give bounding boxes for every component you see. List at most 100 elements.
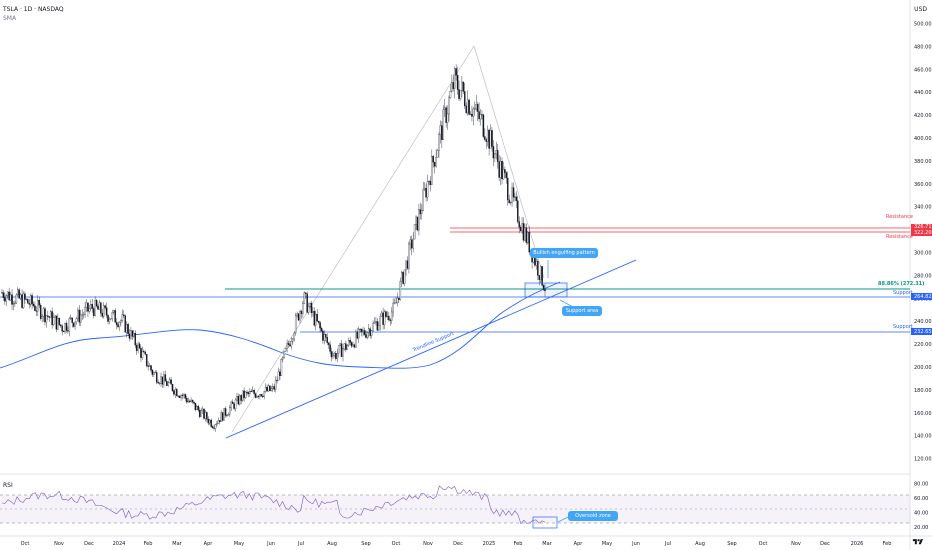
candle-body	[273, 386, 275, 390]
resistance-upper-price-tag	[911, 224, 932, 230]
candle-body	[283, 351, 285, 358]
support-upper-label: Support	[893, 290, 913, 296]
candle-body	[141, 351, 144, 358]
candle-body	[280, 359, 283, 376]
candle-body	[213, 427, 215, 429]
candle-body	[284, 348, 287, 352]
symbol-legend[interactable]: TSLA · 1D · NASDAQ	[3, 6, 64, 13]
candle-body	[78, 309, 81, 323]
candle-body	[312, 311, 314, 314]
candle-body	[204, 412, 207, 419]
candle-body	[180, 395, 182, 398]
price-tick-label: 200.00	[914, 365, 932, 371]
rsi-tick-label: 60.00	[914, 496, 928, 502]
candle-body	[355, 331, 357, 348]
candle-body	[221, 412, 224, 421]
candle-body	[61, 325, 63, 332]
candle-body	[203, 408, 205, 419]
candle-body	[47, 315, 49, 317]
candle-body	[502, 169, 505, 180]
candle-body	[114, 310, 116, 323]
candle-body	[193, 401, 195, 404]
price-tick-label: 380.00	[914, 159, 932, 165]
candle-body	[15, 294, 18, 304]
candle-body	[325, 334, 327, 338]
candle-body	[349, 340, 351, 343]
candle-body	[1, 292, 3, 294]
candle-body	[123, 314, 125, 316]
candle-body	[124, 315, 126, 333]
candle-body	[18, 289, 20, 299]
rsi-title[interactable]: RSI	[3, 482, 13, 489]
candle-body	[326, 337, 328, 344]
candle-body	[88, 308, 91, 312]
candle-body	[337, 345, 340, 354]
support-lower-price: 232.65	[914, 329, 932, 335]
indicator-legend[interactable]: SMA	[3, 15, 17, 22]
tradingview-logo-icon[interactable]	[912, 538, 924, 546]
bullish-engulfing-callout[interactable]: Bullish engulfing pattern	[530, 248, 598, 258]
rsi-line	[1, 485, 546, 525]
candle-body	[246, 391, 248, 393]
candle-body	[190, 399, 192, 403]
candle-body	[253, 390, 255, 395]
candle-body	[439, 125, 442, 135]
candle-body	[313, 311, 316, 326]
candle-body	[82, 314, 85, 316]
candle-body	[166, 381, 168, 386]
resistance-upper-label: Resistance	[886, 214, 913, 220]
candle-body	[130, 330, 132, 339]
candle-body	[309, 302, 311, 307]
candle-body	[458, 89, 460, 99]
candle-body	[542, 285, 545, 290]
candle-body	[476, 104, 479, 112]
candle-body	[94, 300, 96, 316]
support-lower-label: Support	[893, 324, 913, 330]
candle-body	[290, 341, 293, 347]
candle-body	[491, 130, 493, 147]
candle-body	[368, 328, 370, 333]
candle-body	[12, 303, 15, 305]
candle-body	[234, 399, 237, 409]
resistance-lower-price: 322.20	[914, 230, 932, 236]
candle-body	[296, 313, 298, 316]
candle-body	[340, 343, 343, 357]
candle-body	[307, 306, 310, 313]
candle-body	[435, 157, 437, 167]
candle-body	[453, 68, 456, 89]
candle-body	[177, 395, 179, 397]
candle-body	[287, 343, 290, 345]
candle-body	[206, 412, 208, 420]
candle-body	[274, 379, 277, 390]
candle-body	[462, 81, 465, 92]
candle-body	[544, 289, 546, 292]
time-tick-label: Jul	[297, 541, 304, 547]
candle-body	[254, 393, 257, 398]
candle-body	[226, 415, 228, 417]
candle-body	[137, 343, 139, 351]
candle-body	[489, 130, 492, 149]
candle-body	[292, 338, 294, 342]
support-area-callout[interactable]: Support area	[562, 306, 602, 316]
price-tick-label: 300.00	[914, 250, 932, 256]
candle-body	[151, 369, 154, 375]
candle-body	[369, 328, 371, 336]
time-tick-label: 2024	[113, 541, 126, 547]
candle-body	[535, 261, 538, 266]
candle-body	[429, 180, 432, 185]
oversold-zone-callout[interactable]: Oversold zone	[568, 511, 618, 521]
candle-body	[449, 91, 452, 98]
candle-body	[227, 414, 230, 416]
candle-body	[365, 334, 367, 338]
candle-body	[178, 396, 181, 398]
candle-body	[286, 343, 288, 349]
rsi-tick-label: 80.00	[914, 481, 928, 487]
candle-body	[484, 136, 486, 140]
candle-body	[62, 330, 65, 333]
candle-body	[329, 344, 331, 352]
candle-body	[310, 302, 313, 314]
price-tick-label: 140.00	[914, 434, 932, 440]
candle-body	[138, 343, 141, 349]
candle-body	[110, 318, 112, 320]
